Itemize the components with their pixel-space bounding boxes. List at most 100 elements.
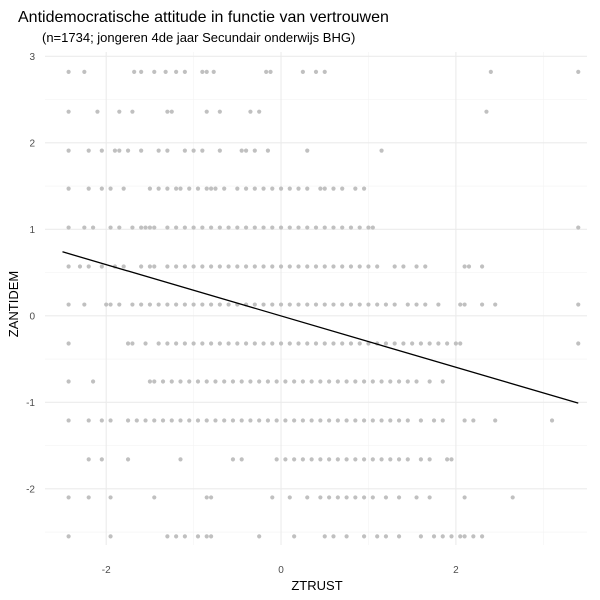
data-point bbox=[165, 302, 170, 307]
data-point bbox=[431, 534, 437, 539]
data-point bbox=[239, 379, 244, 384]
data-point bbox=[576, 225, 581, 230]
data-point bbox=[222, 186, 227, 191]
data-point bbox=[458, 534, 463, 539]
data-point bbox=[252, 186, 257, 191]
data-point bbox=[440, 379, 445, 384]
data-point bbox=[169, 379, 174, 384]
x-axis-title: ZTRUST bbox=[291, 578, 342, 593]
data-point bbox=[121, 264, 126, 269]
data-point bbox=[283, 418, 288, 423]
data-point bbox=[239, 457, 244, 462]
data-point bbox=[130, 109, 135, 114]
data-point bbox=[213, 379, 218, 384]
data-point bbox=[331, 341, 336, 346]
data-point bbox=[226, 264, 231, 269]
data-point bbox=[305, 225, 310, 230]
data-point bbox=[344, 379, 349, 384]
data-point bbox=[449, 534, 454, 539]
data-point bbox=[117, 225, 122, 230]
data-point bbox=[152, 495, 157, 500]
data-point bbox=[235, 186, 240, 191]
data-point bbox=[348, 264, 354, 269]
data-point bbox=[379, 379, 384, 384]
data-point bbox=[217, 341, 222, 346]
data-point bbox=[418, 457, 424, 462]
data-point bbox=[322, 69, 327, 74]
data-point bbox=[331, 186, 336, 191]
data-point bbox=[305, 264, 310, 269]
data-point bbox=[576, 69, 581, 74]
data-point bbox=[357, 225, 362, 230]
data-point bbox=[414, 264, 419, 269]
data-point bbox=[488, 69, 493, 74]
data-point bbox=[108, 302, 113, 307]
data-point bbox=[230, 457, 236, 462]
data-point bbox=[292, 457, 297, 462]
data-point bbox=[392, 264, 397, 269]
data-point bbox=[274, 457, 279, 462]
data-point bbox=[471, 534, 476, 539]
data-point bbox=[174, 341, 179, 346]
data-point bbox=[261, 302, 266, 307]
y-axis-title: ZANTIDEM bbox=[6, 271, 21, 337]
data-point bbox=[401, 341, 406, 346]
data-point bbox=[427, 495, 432, 500]
data-point bbox=[104, 302, 109, 307]
data-point bbox=[287, 302, 292, 307]
data-point bbox=[248, 109, 253, 114]
data-point bbox=[313, 341, 319, 346]
data-point bbox=[235, 225, 240, 230]
data-point bbox=[462, 302, 467, 307]
data-point bbox=[344, 457, 349, 462]
data-point bbox=[130, 225, 135, 230]
data-point bbox=[139, 69, 144, 74]
data-point bbox=[117, 302, 122, 307]
data-point bbox=[147, 264, 153, 269]
data-point bbox=[348, 302, 354, 307]
data-point bbox=[208, 225, 214, 230]
data-point bbox=[331, 264, 336, 269]
data-point bbox=[361, 186, 367, 191]
data-point bbox=[165, 264, 170, 269]
data-point bbox=[388, 379, 393, 384]
data-point bbox=[427, 341, 432, 346]
data-point bbox=[66, 186, 71, 191]
data-point bbox=[318, 457, 323, 462]
data-point bbox=[418, 341, 424, 346]
data-point bbox=[99, 186, 104, 191]
data-point bbox=[217, 225, 222, 230]
data-point bbox=[257, 109, 262, 114]
data-point bbox=[239, 418, 244, 423]
data-point bbox=[370, 495, 375, 500]
y-tick-label: 0 bbox=[29, 311, 35, 322]
data-point bbox=[156, 302, 161, 307]
data-point bbox=[484, 109, 489, 114]
data-point bbox=[156, 341, 161, 346]
data-point bbox=[261, 264, 266, 269]
data-point bbox=[230, 379, 236, 384]
data-point bbox=[270, 225, 275, 230]
data-point bbox=[278, 341, 284, 346]
data-point bbox=[191, 341, 196, 346]
data-point bbox=[292, 418, 297, 423]
data-point bbox=[125, 418, 131, 423]
data-point bbox=[165, 225, 170, 230]
data-point bbox=[331, 225, 336, 230]
data-points bbox=[66, 69, 581, 539]
data-point bbox=[191, 302, 196, 307]
data-point bbox=[130, 341, 135, 346]
data-point bbox=[445, 341, 450, 346]
data-point bbox=[361, 534, 367, 539]
data-point bbox=[287, 186, 292, 191]
data-point bbox=[187, 379, 192, 384]
data-point bbox=[270, 341, 275, 346]
data-point bbox=[353, 379, 358, 384]
data-point bbox=[66, 225, 71, 230]
data-point bbox=[204, 69, 209, 74]
data-point bbox=[300, 418, 305, 423]
data-point bbox=[130, 302, 135, 307]
data-point bbox=[462, 418, 467, 423]
data-point bbox=[156, 186, 161, 191]
data-point bbox=[230, 418, 236, 423]
